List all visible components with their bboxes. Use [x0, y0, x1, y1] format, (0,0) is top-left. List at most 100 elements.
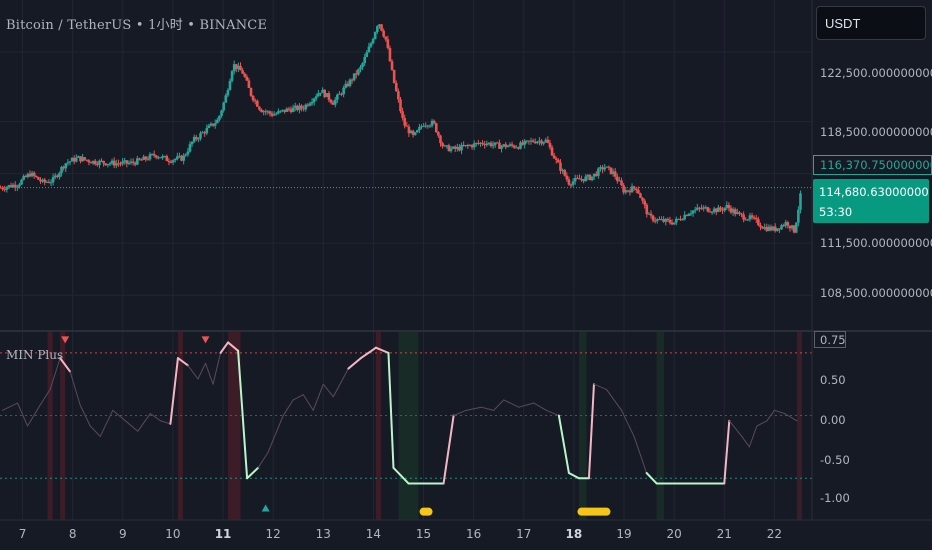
candle-body: [239, 65, 242, 71]
candle-body: [742, 214, 745, 220]
candle-body: [352, 73, 356, 81]
candle-body: [203, 132, 207, 134]
candle-body: [588, 174, 592, 181]
candle-body: [5, 187, 9, 190]
candle-body: [70, 157, 74, 162]
candle-body: [245, 76, 249, 81]
candle-body: [268, 111, 272, 114]
candle-body: [464, 145, 468, 147]
candle-body: [664, 218, 668, 222]
candle-body: [342, 87, 345, 95]
candle-body: [312, 98, 316, 102]
candle-body: [74, 157, 78, 162]
candle-body: [799, 193, 802, 210]
candle-body: [496, 142, 499, 144]
oscillator-segment: [587, 383, 595, 480]
oscillator-segment: [17, 402, 29, 427]
candle-body: [100, 160, 103, 162]
oscillator-segment: [567, 472, 580, 480]
oscillator-segment: [112, 409, 126, 422]
yellow-signal-bar: [419, 507, 433, 516]
candle-body: [519, 142, 522, 149]
grid-lines: [0, 0, 812, 520]
oscillator-segment: [374, 346, 390, 354]
candle-body: [626, 190, 630, 192]
candle-body: [291, 107, 295, 113]
candle-body: [540, 140, 543, 144]
oscillator-segment: [187, 364, 199, 380]
candle-body: [624, 190, 628, 193]
candle-body: [188, 144, 192, 152]
oscillator-segment: [176, 357, 189, 367]
candle-body: [445, 145, 449, 147]
candle-body: [706, 207, 710, 212]
candle-body: [731, 209, 735, 213]
candle-body: [148, 154, 152, 160]
candle-body: [376, 26, 379, 33]
candle-body: [571, 181, 575, 185]
candle-body: [683, 214, 686, 220]
oscillator-segment: [332, 368, 349, 398]
indicator-axis-label: -1.00: [820, 491, 850, 505]
candle-body: [407, 126, 411, 134]
oscillator-segment: [282, 399, 294, 417]
candle-body: [559, 162, 562, 171]
candle-body: [517, 147, 520, 149]
candle-body: [253, 100, 257, 102]
candle-body: [173, 158, 177, 161]
candle-body: [552, 155, 556, 159]
candle-body: [81, 157, 84, 162]
candle-body: [62, 166, 65, 169]
candle-body: [329, 99, 333, 103]
candle-body: [87, 160, 91, 163]
candle-body: [460, 144, 463, 151]
candle-body: [512, 145, 516, 148]
candle-body: [723, 207, 726, 211]
candle-body: [388, 47, 392, 62]
oscillator-segment: [387, 351, 395, 469]
candle-body: [790, 225, 794, 229]
yellow-signal-bar: [577, 507, 611, 516]
candle-body: [409, 130, 413, 134]
candle-body: [792, 225, 796, 233]
signal-zone-shade: [177, 332, 183, 520]
candle-body: [186, 151, 190, 155]
candle-body: [786, 222, 790, 226]
candle-body: [28, 173, 32, 177]
candle-body: [592, 173, 596, 177]
candle-body: [422, 125, 425, 127]
oscillator-segment: [503, 399, 520, 408]
currency-button[interactable]: USDT: [816, 6, 926, 40]
candle-body: [451, 146, 455, 149]
candle-body: [733, 209, 737, 215]
candle-body: [58, 172, 61, 177]
candle-body: [557, 159, 560, 163]
signal-zone-shade: [60, 332, 66, 520]
candle-body: [176, 156, 179, 159]
candle-body: [554, 158, 558, 160]
candle-body: [634, 188, 638, 191]
candle-body: [79, 156, 82, 162]
candle-body: [357, 69, 360, 75]
candle-body: [197, 138, 200, 140]
symbol-title: Bitcoin / TetherUS • 1小时 • BINANCE: [6, 18, 268, 33]
oscillator-segment: [149, 412, 161, 422]
candle-body: [354, 73, 358, 75]
candle-body: [140, 159, 143, 161]
indicator-title[interactable]: MIN Plus: [6, 348, 64, 362]
candle-body: [449, 148, 453, 152]
candle-body: [780, 225, 783, 230]
candle-body: [729, 208, 733, 213]
candle-body: [232, 64, 236, 72]
candle-body: [514, 147, 518, 149]
candle-body: [771, 226, 775, 231]
time-axis-label: 7: [18, 527, 27, 541]
candle-body: [272, 114, 276, 116]
candle-body: [439, 135, 442, 144]
oscillator-segment: [533, 402, 547, 411]
candle-body: [142, 156, 145, 160]
candle-body: [218, 115, 221, 120]
candle-body: [567, 179, 571, 185]
candle-body: [34, 175, 38, 178]
